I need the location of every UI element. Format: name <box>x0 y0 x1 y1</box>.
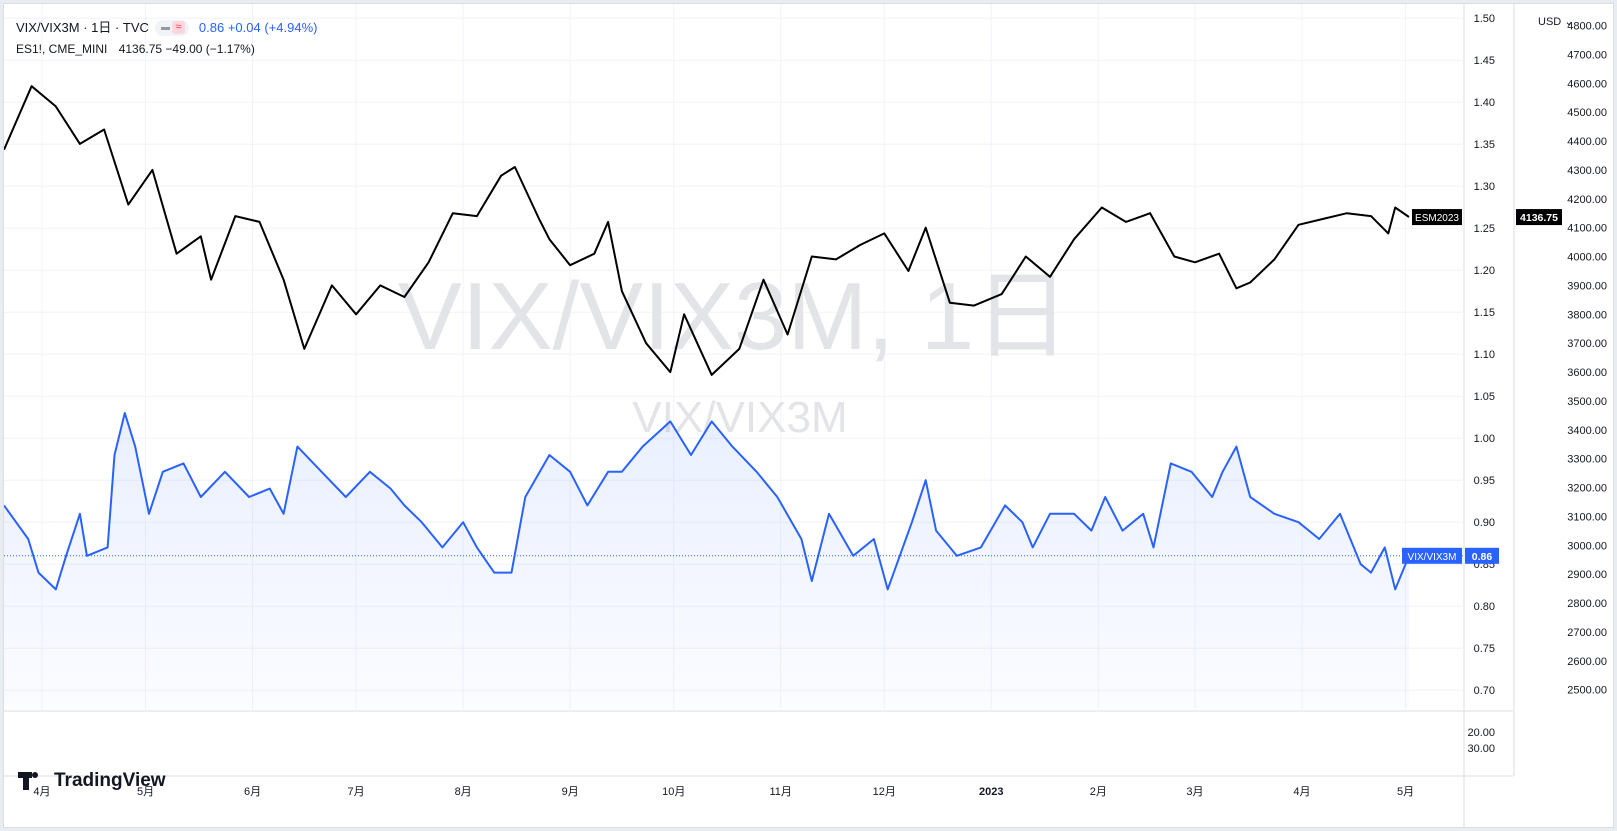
ratio-tick-label: 1.25 <box>1474 223 1495 235</box>
time-tick-label: 2月 <box>1090 786 1107 798</box>
compare-legend[interactable]: ES1!, CME_MINI 4136.75 −49.00 (−1.17%) <box>16 42 255 56</box>
ratio-tick-label: 1.05 <box>1474 391 1495 403</box>
es-tick-label: 4800.00 <box>1567 21 1607 33</box>
main-value-label: 0.86 +0.04 (+4.94%) <box>198 20 318 35</box>
es-tick-label: 3800.00 <box>1567 309 1607 321</box>
es-tick-label: 2700.00 <box>1567 627 1607 639</box>
es-tick-label: 3200.00 <box>1567 483 1607 495</box>
ratio-tick-label: 0.90 <box>1474 517 1495 529</box>
ratio-tick-label: 0.95 <box>1474 475 1495 487</box>
ratio-price-tag-label: 0.86 <box>1472 551 1493 563</box>
price-axis[interactable]: 1.50 1.45 1.40 1.35 1.30 1.25 1.20 1.15 1.10 1.05… <box>1467 13 1607 755</box>
es-tick-label: 4500.00 <box>1567 107 1607 119</box>
time-axis[interactable]: 4月 5月 6月 7月 8月 9月 10月 11月 12月 2023 2月 3月 4月 5月 <box>33 786 1414 798</box>
compare-symbol-label[interactable]: ES1!, CME_MINI <box>16 42 108 56</box>
series-lines <box>4 85 1410 591</box>
ratio-name-tag-label: VIX/VIX3M <box>1408 552 1457 563</box>
es-tick-label: 3700.00 <box>1567 338 1607 350</box>
watermark-title: VIX/VIX3M, 1日 <box>398 263 1070 370</box>
time-tick-label: 3月 <box>1186 786 1203 798</box>
time-tick-label: 5月 <box>1397 786 1414 798</box>
time-tick-label: 5月 <box>137 786 154 798</box>
time-tick-label: 6月 <box>244 786 261 798</box>
ratio-tick-label: 0.75 <box>1474 643 1495 655</box>
lower-pane-tick-label: 30.00 <box>1467 743 1495 755</box>
es-tick-label: 4600.00 <box>1567 78 1607 90</box>
es-tick-label: 3400.00 <box>1567 425 1607 437</box>
main-legend[interactable]: VIX/VIX3M · 1日 · TVC ≈0.86 +0.04 (+4.94%) <box>16 17 317 37</box>
ratio-name-tag <box>1402 547 1462 564</box>
es-tick-label: 3300.00 <box>1567 454 1607 466</box>
ratio-tick-label: 1.40 <box>1474 97 1495 109</box>
es-tick-label: 4100.00 <box>1567 223 1607 235</box>
es-name-tag-label: ESM2023 <box>1415 213 1459 224</box>
ratio-tick-label: 1.00 <box>1474 433 1495 445</box>
lower-pane-tick-label: 20.00 <box>1467 727 1495 739</box>
ratio-tick-label: 1.45 <box>1474 55 1495 67</box>
time-tick-label: 11月 <box>770 786 792 798</box>
es-tick-label: 4200.00 <box>1567 194 1607 206</box>
ratio-series-line <box>4 412 1410 591</box>
ratio-tick-label: 1.10 <box>1474 349 1495 361</box>
es-tick-label: 3900.00 <box>1567 280 1607 292</box>
chart-window: VIX/VIX3M, 1日 VIX/VIX3M 1.50 1.45 1.40 1.35… <box>3 3 1614 828</box>
time-tick-label: 10月 <box>662 786 685 798</box>
es-tick-label: 2800.00 <box>1567 598 1607 610</box>
es-tick-label: 4700.00 <box>1567 49 1607 61</box>
es-tick-label: 4000.00 <box>1567 252 1607 264</box>
ratio-tick-label: 1.50 <box>1474 13 1495 25</box>
ratio-tick-label: 1.30 <box>1474 181 1495 193</box>
tradingview-logo[interactable]: TradingView <box>18 770 166 792</box>
es-price-tag <box>1516 209 1562 226</box>
es-tick-label: 2600.00 <box>1567 656 1607 668</box>
ratio-area <box>4 413 1409 707</box>
es-tick-label: 3500.00 <box>1567 396 1607 408</box>
time-tick-label: 2023 <box>979 786 1003 798</box>
tradingview-logo-icon <box>18 772 48 790</box>
ratio-tick-label: 1.35 <box>1474 139 1495 151</box>
es-tick-label: 3600.00 <box>1567 367 1607 379</box>
ratio-tick-label: 1.15 <box>1474 307 1495 319</box>
chart-canvas[interactable]: VIX/VIX3M, 1日 VIX/VIX3M 1.50 1.45 1.40 1.35… <box>4 4 1613 827</box>
es-tick-label: 3000.00 <box>1567 540 1607 552</box>
ratio-area-fill <box>4 413 1409 707</box>
es-tick-label: 4300.00 <box>1567 165 1607 177</box>
time-tick-label: 12月 <box>873 786 896 798</box>
es-name-tag <box>1412 209 1462 226</box>
es-tick-label: 3100.00 <box>1567 511 1607 523</box>
main-symbol-label[interactable]: VIX/VIX3M · 1日 · TVC <box>16 20 149 35</box>
ratio-price-tag <box>1465 547 1499 564</box>
ratio-tick-label: 0.80 <box>1474 601 1495 613</box>
last-value-tags: ESM2023 4136.75 VIX/VIX3M 0.86 <box>1402 209 1562 564</box>
currency-button[interactable]: USD ⌄ <box>1538 16 1574 28</box>
time-tick-label: 9月 <box>562 786 579 798</box>
es-series-line <box>4 85 1410 376</box>
time-tick-label: 4月 <box>33 786 50 798</box>
ratio-tick-label: 1.20 <box>1474 265 1495 277</box>
chevron-down-icon: ⌄ <box>1564 16 1574 28</box>
es-tick-label: 2500.00 <box>1567 685 1607 697</box>
time-tick-label: 7月 <box>348 786 365 798</box>
legend-toggle-icon[interactable]: ≈ <box>154 19 189 36</box>
es-price-tag-label: 4136.75 <box>1520 212 1558 224</box>
es-tick-label: 2900.00 <box>1567 569 1607 581</box>
ratio-tick-label: 0.70 <box>1474 685 1495 697</box>
time-tick-label: 4月 <box>1293 786 1310 798</box>
time-tick-label: 8月 <box>455 786 472 798</box>
es-tick-label: 4400.00 <box>1567 136 1607 148</box>
compare-value-label: 4136.75 −49.00 (−1.17%) <box>118 42 255 56</box>
